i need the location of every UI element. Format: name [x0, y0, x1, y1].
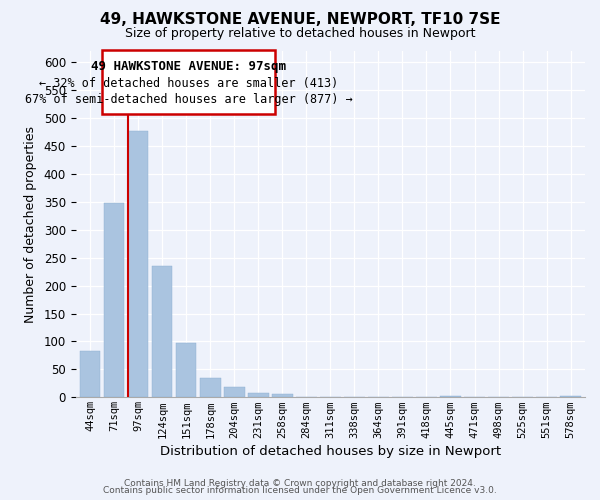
- Bar: [128, 131, 148, 398]
- Bar: [176, 343, 196, 398]
- Bar: [152, 266, 172, 398]
- Bar: [248, 393, 269, 398]
- Text: 49, HAWKSTONE AVENUE, NEWPORT, TF10 7SE: 49, HAWKSTONE AVENUE, NEWPORT, TF10 7SE: [100, 12, 500, 28]
- Bar: [80, 351, 100, 398]
- Text: Contains public sector information licensed under the Open Government Licence v3: Contains public sector information licen…: [103, 486, 497, 495]
- Text: 49 HAWKSTONE AVENUE: 97sqm: 49 HAWKSTONE AVENUE: 97sqm: [91, 60, 286, 73]
- Bar: [272, 394, 293, 398]
- Bar: [440, 396, 461, 398]
- X-axis label: Distribution of detached houses by size in Newport: Distribution of detached houses by size …: [160, 444, 501, 458]
- Bar: [104, 203, 124, 398]
- Text: ← 32% of detached houses are smaller (413): ← 32% of detached houses are smaller (41…: [39, 77, 338, 90]
- Bar: [560, 396, 581, 398]
- Text: Contains HM Land Registry data © Crown copyright and database right 2024.: Contains HM Land Registry data © Crown c…: [124, 478, 476, 488]
- Y-axis label: Number of detached properties: Number of detached properties: [24, 126, 37, 323]
- Bar: [200, 378, 221, 398]
- Bar: [224, 386, 245, 398]
- FancyBboxPatch shape: [102, 50, 275, 114]
- Text: Size of property relative to detached houses in Newport: Size of property relative to detached ho…: [125, 28, 475, 40]
- Text: 67% of semi-detached houses are larger (877) →: 67% of semi-detached houses are larger (…: [25, 92, 353, 106]
